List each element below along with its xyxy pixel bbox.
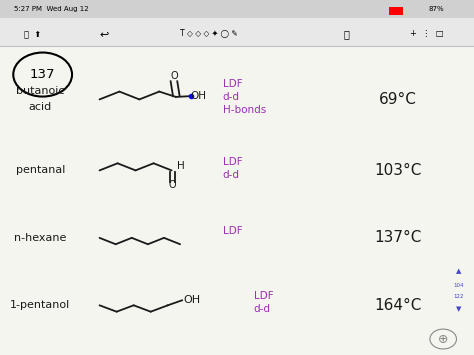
Text: ⊕: ⊕: [438, 333, 448, 345]
Text: ▼: ▼: [456, 306, 462, 312]
Text: 122: 122: [454, 294, 464, 299]
FancyBboxPatch shape: [389, 7, 403, 15]
FancyBboxPatch shape: [0, 0, 474, 46]
Text: butanoic: butanoic: [16, 86, 64, 95]
Text: ▲: ▲: [456, 269, 462, 274]
Text: T ◇ ◇ ◇ ✦ ◯ ✎: T ◇ ◇ ◇ ✦ ◯ ✎: [180, 29, 237, 38]
Text: O: O: [171, 71, 178, 81]
Text: LDF: LDF: [223, 157, 242, 166]
Text: pentanal: pentanal: [16, 165, 65, 175]
Text: 69°C: 69°C: [379, 92, 417, 107]
Text: d-d: d-d: [223, 170, 240, 180]
Text: d-d: d-d: [223, 92, 240, 102]
Text: 〈  ⬆: 〈 ⬆: [24, 29, 41, 38]
Text: OH: OH: [191, 91, 207, 101]
Text: 137: 137: [30, 68, 55, 81]
Text: 87%: 87%: [428, 6, 444, 12]
Text: LDF: LDF: [254, 291, 273, 301]
Text: 164°C: 164°C: [374, 298, 422, 313]
Text: 137°C: 137°C: [374, 230, 422, 245]
Text: 103°C: 103°C: [374, 163, 422, 178]
Text: +  ⋮  □: + ⋮ □: [410, 29, 443, 38]
Text: n-hexane: n-hexane: [14, 233, 66, 243]
Text: OH: OH: [183, 295, 201, 305]
Text: acid: acid: [28, 102, 52, 112]
Text: H-bonds: H-bonds: [223, 105, 266, 115]
Text: LDF: LDF: [223, 80, 242, 89]
Text: LDF: LDF: [223, 226, 242, 236]
FancyBboxPatch shape: [0, 0, 474, 18]
Text: 1-pentanol: 1-pentanol: [10, 300, 71, 310]
Text: 104: 104: [454, 283, 464, 288]
Text: d-d: d-d: [254, 304, 271, 314]
Text: 🎤: 🎤: [343, 29, 349, 39]
Text: O: O: [169, 180, 176, 190]
Text: ↩: ↩: [100, 29, 109, 39]
Text: 5:27 PM  Wed Aug 12: 5:27 PM Wed Aug 12: [14, 6, 89, 12]
Text: H: H: [177, 161, 185, 171]
